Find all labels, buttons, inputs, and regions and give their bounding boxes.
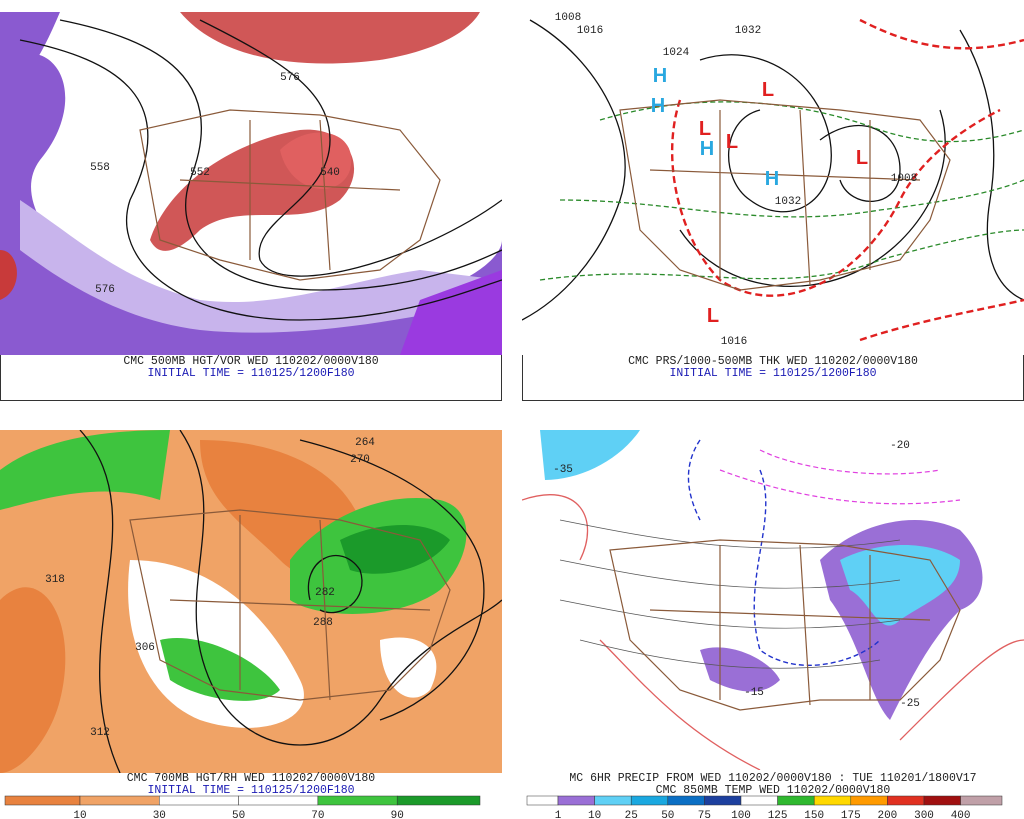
subcaption: INITIAL TIME = 110125/1200F180 — [147, 367, 354, 380]
contour-label: 558 — [90, 162, 110, 174]
contour-label: 1008 — [891, 173, 917, 185]
colorbar-label: 100 — [731, 810, 751, 819]
contour-label: 1016 — [721, 336, 747, 348]
contour-label: 576 — [95, 284, 115, 296]
contour-label: 306 — [135, 642, 155, 654]
colorbar-swatch — [526, 795, 559, 806]
colorbar-swatch — [923, 795, 961, 806]
contour-label: 1024 — [663, 47, 690, 59]
colorbar-label: 1 — [555, 810, 562, 819]
colorbar-label: 10 — [73, 810, 86, 819]
pressure-center: H — [765, 168, 779, 190]
colorbar-swatch — [159, 795, 239, 806]
contour-label: -25 — [900, 698, 920, 710]
contour-label: 1032 — [775, 196, 801, 208]
colorbar-swatch — [813, 795, 852, 806]
colorbar-swatch — [594, 795, 632, 806]
contour-label: 1016 — [577, 25, 603, 37]
pressure-center: H — [700, 138, 714, 160]
colorbar-label: 125 — [768, 810, 788, 819]
contour-label: 318 — [45, 574, 65, 586]
colorbar-swatch — [887, 795, 925, 806]
colorbar-swatch — [557, 795, 595, 806]
contour-label: -15 — [744, 687, 764, 699]
colorbar-label: 300 — [914, 810, 934, 819]
colorbar-swatch — [667, 795, 705, 806]
colorbar-swatch — [960, 795, 1003, 806]
precip-map — [522, 430, 1024, 770]
colorbar-swatch — [79, 795, 160, 806]
contour-label: 270 — [350, 454, 370, 466]
pressure-center: L — [856, 147, 868, 169]
contour-label: 540 — [320, 167, 340, 179]
contour-label: -35 — [553, 464, 573, 476]
pressure-center: L — [707, 305, 719, 327]
pressure-center: L — [699, 118, 711, 140]
subcaption: INITIAL TIME = 110125/1200F180 — [147, 784, 354, 797]
colorbar-label: 50 — [661, 810, 674, 819]
colorbar-label: 90 — [391, 810, 404, 819]
humidity-map — [0, 430, 502, 773]
contour-label: 1032 — [735, 25, 761, 37]
caption: CMC 500MB HGT/VOR WED 110202/0000V180 — [123, 355, 378, 368]
colorbar-swatch — [630, 795, 669, 806]
colorbar-swatch — [740, 795, 778, 806]
colorbar-label: 150 — [804, 810, 824, 819]
colorbar-swatch — [704, 795, 742, 806]
contour-label: 282 — [315, 587, 335, 599]
colorbar-label: 25 — [625, 810, 638, 819]
colorbar-label: 175 — [841, 810, 861, 819]
vorticity-map — [0, 12, 502, 355]
colorbar-swatch — [396, 795, 481, 806]
colorbar-label: 10 — [588, 810, 601, 819]
caption: CMC 700MB HGT/RH WED 110202/0000V180 — [127, 772, 376, 785]
contour-label: 312 — [90, 727, 110, 739]
colorbar-label: 75 — [698, 810, 711, 819]
colorbar-label: 30 — [153, 810, 166, 819]
pressure-center: L — [726, 131, 738, 153]
subcaption: CMC 850MB TEMP WED 110202/0000V180 — [656, 784, 891, 797]
colorbar-label: 70 — [311, 810, 324, 819]
pressure-center: H — [651, 95, 665, 117]
colorbar-swatch — [317, 795, 398, 806]
contour-label: -20 — [890, 440, 910, 452]
pressure-map — [522, 12, 1024, 355]
contour-label: 576 — [280, 72, 300, 84]
contour-label: 264 — [355, 437, 375, 449]
colorbar-swatch — [850, 795, 888, 806]
contour-label: 1008 — [555, 12, 581, 24]
subcaption: INITIAL TIME = 110125/1200F180 — [669, 367, 876, 380]
caption: CMC PRS/1000-500MB THK WED 110202/0000V1… — [628, 355, 918, 368]
colorbar-label: 400 — [951, 810, 971, 819]
colorbar-label: 50 — [232, 810, 245, 819]
colorbar-swatch — [777, 795, 815, 806]
colorbar-swatch — [4, 795, 81, 806]
contour-label: 552 — [190, 167, 210, 179]
colorbar-label: 200 — [877, 810, 897, 819]
pressure-center: L — [762, 79, 774, 101]
colorbar-swatch — [238, 795, 319, 806]
caption: MC 6HR PRECIP FROM WED 110202/0000V180 :… — [569, 772, 976, 785]
contour-label: 288 — [313, 617, 333, 629]
pressure-center: H — [653, 65, 667, 87]
